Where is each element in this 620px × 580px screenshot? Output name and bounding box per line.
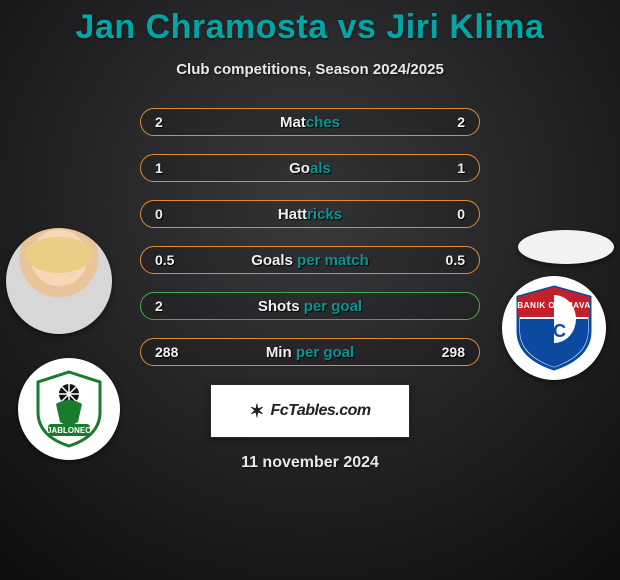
stat-label: Goals: [141, 160, 479, 177]
stat-row-shots-per-goal: 2 Shots per goal: [140, 292, 480, 320]
stat-left-value: 0: [155, 206, 185, 222]
svg-text:BANIK OSTRAVA: BANIK OSTRAVA: [517, 301, 591, 310]
stat-rows: 2 Matches 2 1 Goals 1 0 Hattricks 0 0.5 …: [140, 108, 480, 366]
banik-shield-icon: BANIK OSTRAVA FC: [514, 285, 594, 371]
stat-row-min-per-goal: 288 Min per goal 298: [140, 338, 480, 366]
page-title: Jan Chramosta vs Jiri Klima: [0, 0, 620, 47]
stat-row-hattricks: 0 Hattricks 0: [140, 200, 480, 228]
player-right-avatar: [518, 230, 614, 264]
stat-left-value: 0.5: [155, 252, 185, 268]
stat-right-value: 0.5: [435, 252, 465, 268]
stat-label: Hattricks: [141, 206, 479, 223]
stat-left-value: 288: [155, 344, 185, 360]
stat-label: Goals per match: [141, 252, 479, 269]
stat-left-value: 2: [155, 298, 185, 314]
stat-right-value: 2: [435, 114, 465, 130]
player-left-avatar: [6, 228, 112, 334]
stat-label: Matches: [141, 114, 479, 131]
svg-text:FC: FC: [542, 321, 566, 341]
stat-left-value: 2: [155, 114, 185, 130]
subtitle: Club competitions, Season 2024/2025: [0, 61, 620, 78]
svg-text:JABLONEC: JABLONEC: [47, 426, 91, 435]
date-text: 11 november 2024: [0, 454, 620, 472]
club-right-badge: BANIK OSTRAVA FC: [502, 276, 606, 380]
jablonec-shield-icon: JABLONEC: [34, 370, 104, 448]
stat-row-goals-per-match: 0.5 Goals per match 0.5: [140, 246, 480, 274]
stat-label: Min per goal: [141, 344, 479, 361]
brand-text: FcTables.com: [270, 402, 370, 420]
stat-row-matches: 2 Matches 2: [140, 108, 480, 136]
stat-label: Shots per goal: [141, 298, 479, 315]
stat-left-value: 1: [155, 160, 185, 176]
stat-right-value: 0: [435, 206, 465, 222]
brand-box[interactable]: ✶ FcTables.com: [210, 384, 410, 438]
stat-right-value: 298: [435, 344, 465, 360]
brand-logo-icon: ✶: [249, 401, 264, 422]
stats-area: JABLONEC BANIK OSTRAVA FC 2 Matches 2 1 …: [0, 108, 620, 366]
stat-right-value: 1: [435, 160, 465, 176]
stat-row-goals: 1 Goals 1: [140, 154, 480, 182]
club-left-badge: JABLONEC: [18, 358, 120, 460]
